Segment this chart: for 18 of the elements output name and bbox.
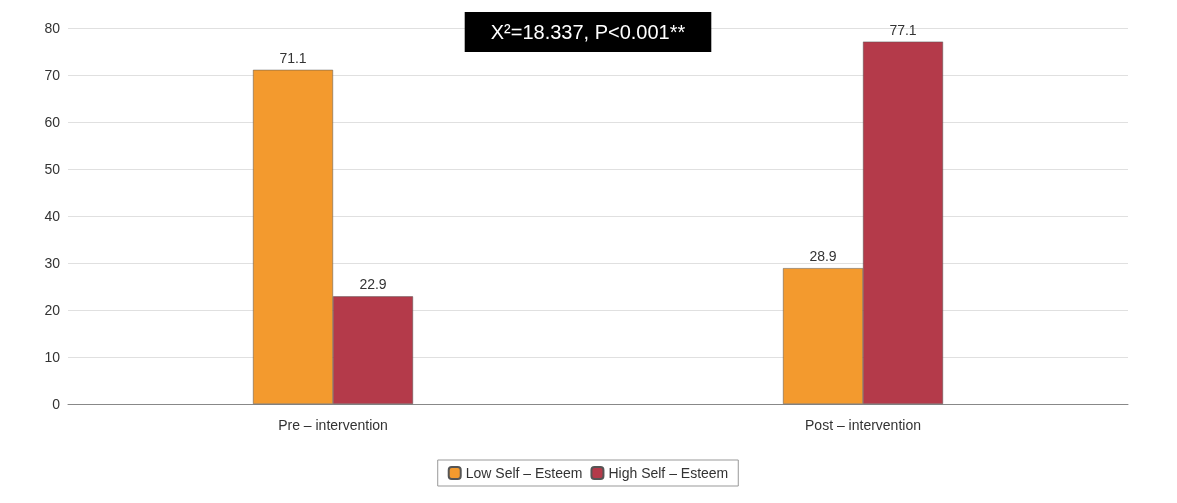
y-tick-label: 60	[44, 114, 61, 130]
y-tick-label: 40	[44, 208, 61, 224]
y-tick-label: 20	[44, 302, 61, 318]
y-tick-label: 70	[44, 67, 61, 83]
data-label: 71.1	[279, 49, 307, 66]
data-label: 28.9	[809, 248, 837, 265]
y-tick-label: 0	[52, 396, 61, 412]
data-label: 77.1	[889, 21, 917, 38]
y-tick-label: 50	[44, 161, 61, 177]
y-tick-label: 80	[44, 20, 61, 36]
x-tick-label: Pre – intervention	[278, 417, 388, 433]
y-tick-label: 10	[44, 349, 61, 365]
legend-label: High Self – Esteem	[608, 465, 729, 481]
chart-title: X²=18.337, P<0.001**	[490, 21, 686, 43]
data-label: 22.9	[359, 276, 387, 293]
legend-label: Low Self – Esteem	[465, 465, 583, 481]
x-tick-label: Post – intervention	[805, 417, 921, 433]
y-tick-label: 30	[44, 255, 61, 271]
